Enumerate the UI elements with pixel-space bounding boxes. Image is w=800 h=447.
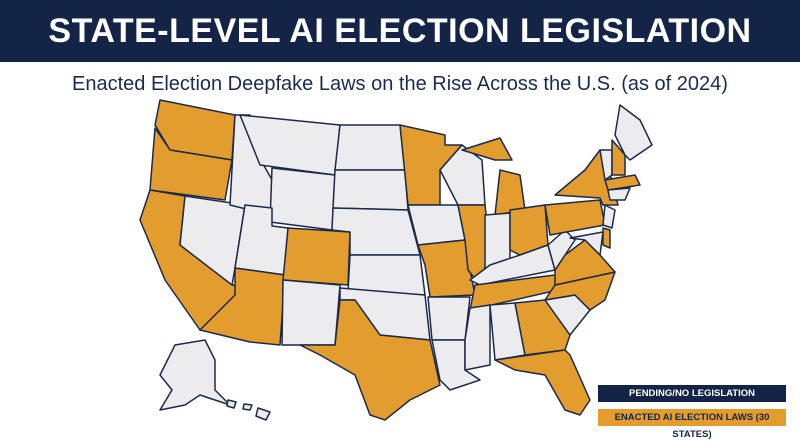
state (461, 137, 513, 161)
state (407, 204, 466, 246)
state (602, 227, 611, 249)
legend-item: PENDING/NO LEGISLATION (598, 385, 786, 402)
subtitle: Enacted Election Deepfake Laws on the Ri… (72, 73, 728, 95)
state (242, 403, 253, 411)
state (255, 407, 271, 421)
state (427, 296, 471, 341)
state (226, 399, 237, 409)
state (269, 167, 336, 231)
title: STATE-LEVEL AI ELECTION LEGISLATION TREN… (0, 0, 800, 112)
state (299, 299, 441, 421)
state (149, 127, 233, 201)
state (614, 104, 653, 161)
state (334, 124, 406, 171)
state (514, 299, 571, 356)
state (439, 144, 486, 206)
state (332, 169, 409, 211)
state (282, 227, 351, 286)
state (544, 199, 606, 236)
state (604, 174, 641, 191)
state (494, 349, 591, 416)
state (281, 279, 341, 346)
state (602, 204, 616, 229)
state (569, 231, 604, 256)
state (159, 339, 231, 411)
state (611, 139, 626, 176)
state (464, 304, 491, 371)
state (607, 187, 631, 201)
legend-item: ENACTED AI ELECTION LAWS (30 STATES) (598, 409, 786, 440)
